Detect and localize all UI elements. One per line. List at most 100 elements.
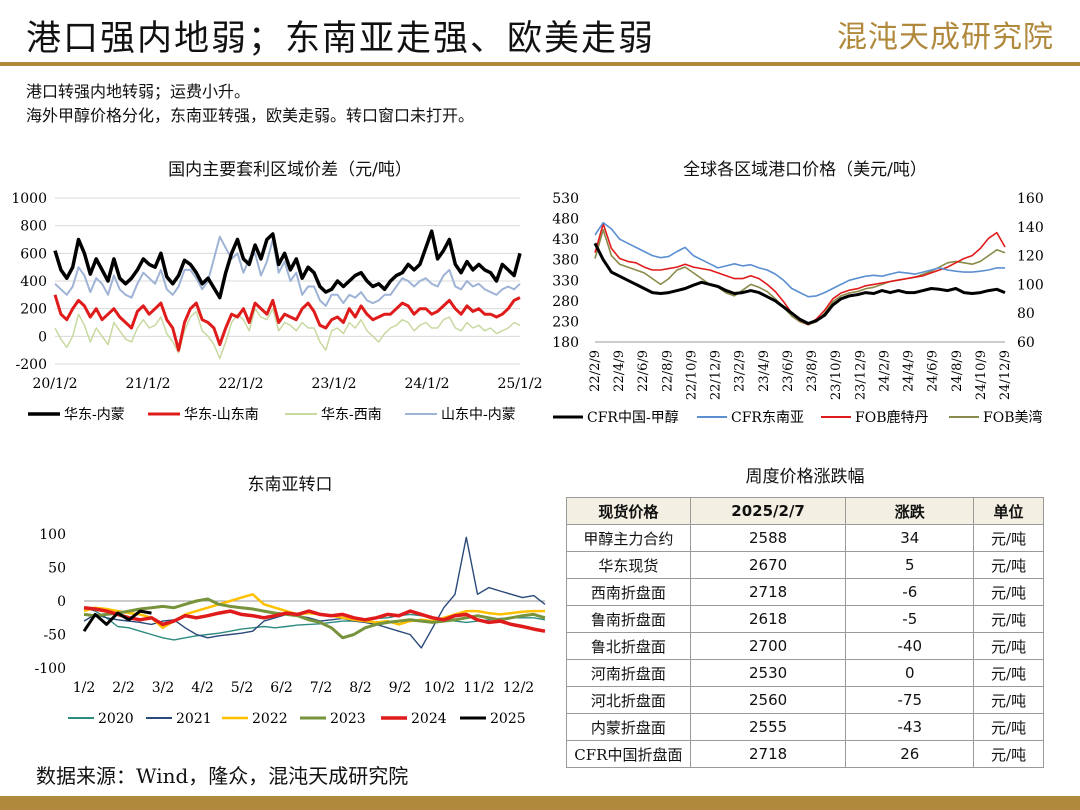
x-tick-label: 6/2: [270, 680, 293, 696]
spread-chart-title: 国内主要套利区域价差（元/吨）: [168, 160, 412, 180]
table-row: CFR中国折盘面 2718 26 元/吨: [566, 740, 1044, 768]
table-cell: 2718: [689, 578, 847, 606]
brand-logo: 混沌天成研究院: [837, 20, 1054, 55]
legend-label: CFR东南亚: [731, 410, 804, 426]
x-tick-label: 23/2/9: [733, 350, 748, 392]
y-tick-label-left: 480: [552, 212, 579, 228]
table-cell: 0: [845, 659, 975, 687]
series-line: [594, 228, 1006, 326]
y-tick-label-right: 160: [1017, 191, 1044, 207]
y-tick-label-right: 60: [1017, 335, 1035, 351]
y-tick-label: 600: [20, 246, 47, 262]
series-line: [83, 607, 546, 641]
x-tick-label: 23/6/9: [781, 350, 796, 392]
y-tick-label: 400: [20, 274, 47, 290]
series-line: [594, 223, 1006, 326]
table-header-cell: 单位: [973, 497, 1044, 525]
y-tick-label-right: 120: [1017, 249, 1044, 265]
table-row: 西南折盘面 2718 -6 元/吨: [566, 578, 1044, 606]
table-cell: 河北折盘面: [566, 686, 691, 714]
y-tick-label-right: 80: [1017, 306, 1035, 322]
table-cell: 26: [845, 740, 975, 768]
table-cell: -75: [845, 686, 975, 714]
x-tick-label: 2/2: [112, 680, 135, 696]
table-cell: 2718: [689, 740, 847, 768]
table-row: 内蒙折盘面 2555 -43 元/吨: [566, 713, 1044, 741]
y-tick-label: 0: [57, 594, 66, 610]
series-line: [593, 242, 1006, 325]
table-cell: 元/吨: [973, 551, 1044, 579]
table-cell: 鲁南折盘面: [566, 605, 691, 633]
sea-chart-title: 东南亚转口: [247, 475, 333, 495]
table-cell: -43: [845, 713, 975, 741]
x-tick-label: 22/4/9: [612, 350, 627, 392]
table-row: 河南折盘面 2530 0 元/吨: [566, 659, 1044, 687]
x-tick-label: 22/1/2: [218, 376, 263, 392]
legend-label: FOB鹿特丹: [855, 409, 928, 426]
series-line: [54, 307, 521, 360]
table-cell: -40: [845, 632, 975, 660]
table-cell: 2618: [689, 605, 847, 633]
table-row: 鲁南折盘面 2618 -5 元/吨: [566, 605, 1044, 633]
y-tick-label-right: 140: [1017, 220, 1044, 236]
price-table: 现货价格 2025/2/7 涨跌 单位 甲醇主力合约 2588 34 元/吨 华东现货…: [566, 497, 1044, 768]
table-cell: 元/吨: [973, 686, 1044, 714]
table-cell: 34: [845, 524, 975, 552]
table-cell: 元/吨: [973, 524, 1044, 552]
x-tick-label: 22/2/9: [588, 350, 603, 392]
table-row: 鲁北折盘面 2700 -40 元/吨: [566, 632, 1044, 660]
x-tick-label: 1/2: [73, 680, 96, 696]
spread-chart: -200 0 200 400 600 800 1000 20/1/2 21/1/2 22/1/2 2…: [11, 191, 542, 423]
x-tick-label: 10/2: [424, 680, 455, 696]
y-tick-label-right: 100: [1017, 277, 1044, 293]
y-tick-label: 0: [38, 329, 47, 345]
x-tick-label: 24/12/9: [998, 350, 1013, 400]
x-tick-label: 22/10/9: [685, 350, 700, 400]
table-cell: 元/吨: [973, 659, 1044, 687]
footer-bar: [0, 796, 1080, 810]
y-tick-label-left: 430: [552, 232, 579, 248]
y-tick-label-left: 380: [552, 253, 579, 269]
legend-label: 2025: [490, 711, 526, 727]
global-chart-title: 全球各区域港口价格（美元/吨）: [683, 160, 927, 180]
y-tick-label: -200: [16, 357, 47, 373]
x-tick-label: 22/8/9: [660, 350, 675, 392]
table-header-row: 现货价格 2025/2/7 涨跌 单位: [566, 497, 1044, 525]
y-tick-label: -100: [35, 661, 66, 677]
legend-label: 华东-山东南: [184, 407, 259, 423]
x-tick-label: 5/2: [231, 680, 254, 696]
table-row: 甲醇主力合约 2588 34 元/吨: [566, 524, 1044, 552]
x-tick-label: 4/2: [191, 680, 214, 696]
x-tick-label: 23/4/9: [757, 350, 772, 392]
table-cell: CFR中国折盘面: [566, 740, 691, 768]
legend-label: 2023: [330, 711, 366, 727]
x-tick-label: 22/12/9: [709, 350, 724, 400]
x-tick-label: 23/8/9: [805, 350, 820, 392]
table-header-cell: 涨跌: [845, 497, 975, 525]
table-cell: 2560: [689, 686, 847, 714]
y-tick-label: -50: [43, 628, 66, 644]
table-cell: 西南折盘面: [566, 578, 691, 606]
legend-label: CFR中国-甲醇: [587, 409, 679, 426]
x-tick-label: 22/6/9: [636, 350, 651, 392]
legend-label: FOB美湾: [983, 409, 1042, 426]
x-tick-label: 24/8/9: [950, 350, 965, 392]
table-cell: -5: [845, 605, 975, 633]
y-tick-label: 1000: [11, 191, 47, 207]
x-tick-label: 9/2: [389, 680, 412, 696]
data-source-note: 数据来源：Wind，隆众，混沌天成研究院: [36, 764, 409, 788]
x-tick-label: 23/1/2: [311, 376, 356, 392]
x-tick-label: 24/1/2: [404, 376, 449, 392]
page-title: 港口强内地弱；东南亚走强、欧美走弱: [26, 19, 656, 59]
table-cell: 2670: [689, 551, 847, 579]
x-tick-label: 11/2: [463, 680, 494, 696]
table-cell: 2530: [689, 659, 847, 687]
y-tick-label-left: 180: [552, 335, 579, 351]
legend-label: 2020: [98, 711, 134, 727]
x-tick-label: 8/2: [349, 680, 372, 696]
table-cell: 元/吨: [973, 740, 1044, 768]
table-cell: 2555: [689, 713, 847, 741]
sea-chart: -100 -50 0 50 100 1/2 2/2 3/2 4/2 5/2 6/2 7/2 8/2 9/2…: [35, 527, 546, 727]
table-cell: 元/吨: [973, 578, 1044, 606]
x-tick-label: 24/2/9: [877, 350, 892, 392]
